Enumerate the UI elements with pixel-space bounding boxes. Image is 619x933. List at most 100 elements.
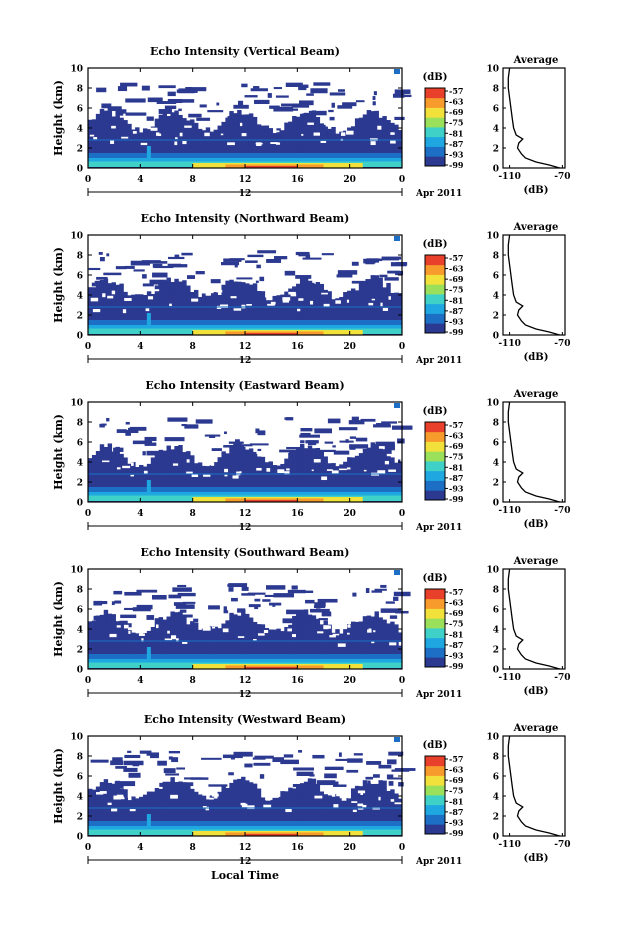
echo-gap <box>265 798 271 801</box>
y-tick-label: 10 <box>70 232 83 242</box>
echo-cell <box>96 276 108 280</box>
echo-cell <box>170 281 175 335</box>
echo-gap <box>267 303 275 306</box>
echo-cell <box>285 82 303 87</box>
echo-cell <box>316 780 336 786</box>
echo-cell <box>119 620 124 669</box>
echo-gap <box>216 289 223 293</box>
colorbar-swatch <box>425 117 445 128</box>
y-tick-label: 2 <box>77 312 83 322</box>
echo-cell <box>163 768 176 774</box>
echo-gap <box>206 627 209 631</box>
colorbar-tick-label: -57 <box>449 587 463 597</box>
echo-cell <box>204 434 221 437</box>
echo-cell <box>350 788 356 836</box>
echo-cell <box>305 254 311 259</box>
profile-y-tick-label: 6 <box>493 105 499 115</box>
echo-gap <box>129 809 136 812</box>
echo-cell <box>375 441 395 447</box>
echo-cell <box>142 466 148 502</box>
echo-cell <box>358 786 364 836</box>
echo-gap <box>313 132 320 136</box>
echo-cell <box>217 294 222 335</box>
echo-gap <box>382 307 389 311</box>
echo-cell <box>152 272 168 278</box>
echo-gap <box>329 635 336 638</box>
profile-y-tick-label: 6 <box>493 606 499 616</box>
echo-cell <box>127 750 132 753</box>
echo-cell <box>256 456 262 502</box>
profile-y-tick-label: 10 <box>486 65 499 75</box>
echo-cell <box>172 587 192 592</box>
colorbar-swatch <box>425 451 445 462</box>
echo-cell <box>201 465 207 502</box>
echo-cell <box>99 423 105 428</box>
echo-cell <box>318 618 328 621</box>
echo-gap <box>113 795 122 800</box>
x-tick-label: 12 <box>239 342 252 352</box>
echo-cell <box>205 127 211 168</box>
x-tick-label: 0 <box>85 175 91 185</box>
profile-line <box>507 234 560 336</box>
echo-cell <box>324 441 334 444</box>
heatmap-area <box>88 403 413 502</box>
echo-gap <box>262 794 271 798</box>
echo-cell <box>257 250 277 254</box>
echo-cell <box>244 95 258 98</box>
colorbar-swatch <box>425 107 445 118</box>
echo-cell <box>268 799 273 836</box>
echo-cell <box>337 270 358 275</box>
echo-gap <box>239 471 242 474</box>
echo-cell <box>254 598 261 602</box>
colorbar-frame <box>424 755 446 835</box>
echo-cell <box>213 129 219 168</box>
echo-cell <box>323 620 328 669</box>
echo-cell <box>350 288 356 335</box>
echo-gap <box>307 122 314 125</box>
echo-cell <box>394 69 400 74</box>
y-tick-label: 0 <box>77 332 83 342</box>
profile-y-tick-label: 8 <box>493 252 499 262</box>
echo-cell <box>396 94 412 98</box>
echo-cell <box>319 283 324 335</box>
echo-cell <box>142 274 147 279</box>
echo-cell <box>254 606 259 610</box>
echo-cell <box>247 254 264 258</box>
echo-cell <box>252 283 258 335</box>
echo-cell <box>125 112 147 116</box>
colorbar-label: (dB) <box>423 573 448 584</box>
echo-gap <box>362 804 367 808</box>
echo-cell <box>95 451 101 502</box>
echo-cell <box>256 124 262 168</box>
echo-cell <box>348 420 365 425</box>
echo-gap <box>325 123 330 127</box>
echo-cell <box>186 624 191 669</box>
date-label: Apr 2011 <box>415 523 462 533</box>
echo-cell <box>91 282 96 287</box>
echo-gap <box>341 792 347 796</box>
echo-cell <box>256 788 262 836</box>
x-tick-label: 4 <box>137 175 143 185</box>
echo-gap <box>384 460 389 465</box>
echo-cell <box>248 617 254 669</box>
echo-cell <box>315 618 321 669</box>
echo-cell <box>284 458 289 502</box>
echo-cell <box>115 266 127 270</box>
echo-gap <box>246 304 252 306</box>
profile-y-tick-label: 4 <box>493 793 499 803</box>
echo-gap <box>313 459 321 463</box>
profile-y-tick-label: 4 <box>493 459 499 469</box>
y-axis-label: Height (km) <box>52 748 65 824</box>
echo-cell <box>174 254 180 259</box>
y-tick-label: 6 <box>77 773 83 783</box>
echo-cell <box>299 783 305 836</box>
echo-cell <box>186 120 191 168</box>
echo-cell <box>372 774 380 778</box>
colorbar-swatch <box>425 628 445 639</box>
echo-cell <box>301 276 306 281</box>
echo-cell <box>315 783 321 836</box>
echo-cell <box>372 96 376 100</box>
echo-cell <box>217 125 222 168</box>
echo-cell <box>299 443 305 502</box>
echo-gap <box>182 641 188 644</box>
